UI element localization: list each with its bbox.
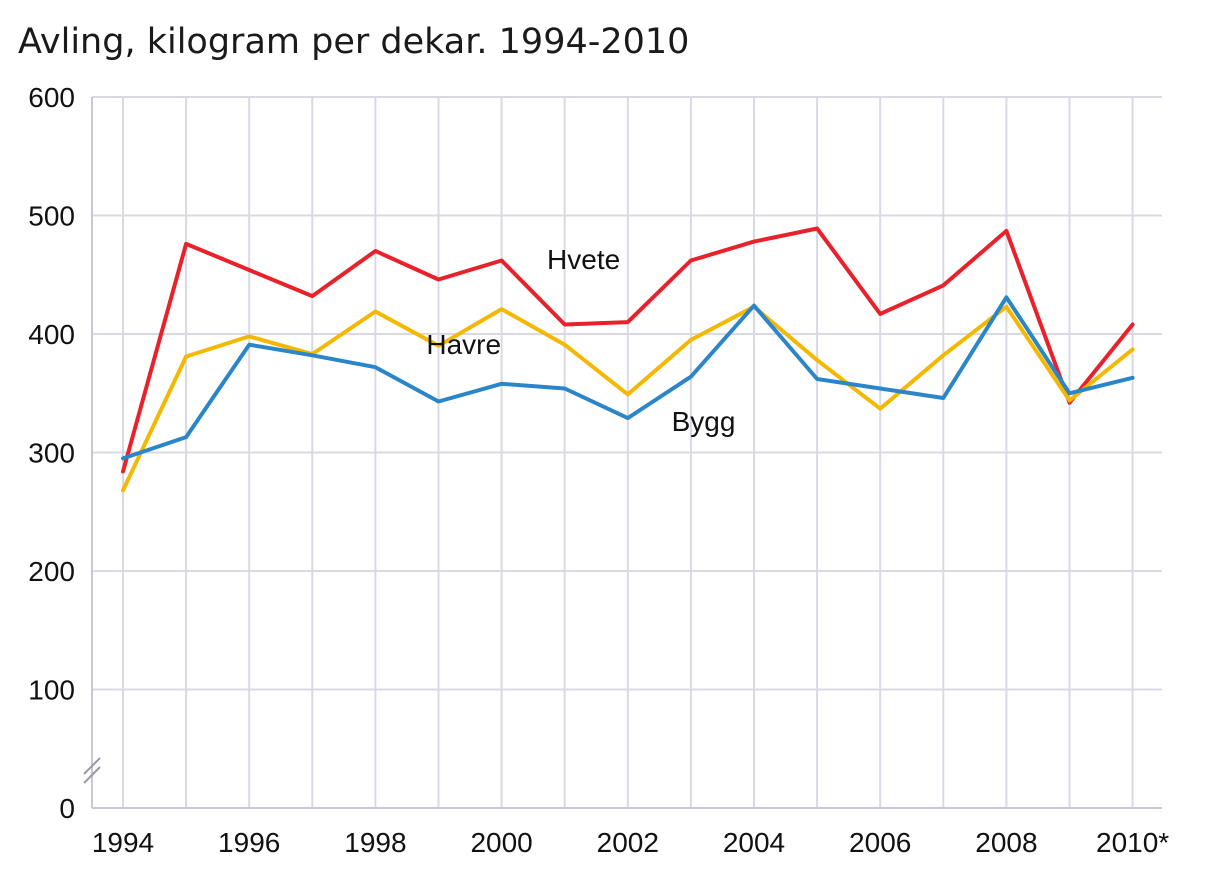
y-tick-label: 500: [28, 201, 75, 232]
x-tick-label: 1994: [92, 827, 154, 858]
series-labels: Hvete Havre Bygg: [426, 244, 735, 437]
series-line-hvete: [121, 226, 1135, 474]
x-axis-tick-labels: 1994 1996 1998 2000 2002 2004 2006 2008 2010*: [92, 827, 1169, 858]
series-lines: [121, 226, 1135, 493]
x-tick-label: 2010*: [1096, 827, 1169, 858]
x-tick-label: 2008: [975, 827, 1037, 858]
x-tick-label: 2006: [849, 827, 911, 858]
series-label-hvete: Hvete: [547, 244, 620, 275]
gridlines: [92, 96, 1162, 808]
y-axis-tick-labels: 0 100 200 300 400 500 600: [28, 82, 75, 824]
y-tick-label: 0: [59, 793, 75, 824]
x-tick-label: 2002: [597, 827, 659, 858]
x-tick-label: 1996: [218, 827, 280, 858]
x-tick-label: 2000: [470, 827, 532, 858]
series-label-bygg: Bygg: [672, 406, 736, 437]
y-tick-label: 100: [28, 675, 75, 706]
series-line-havre: [121, 304, 1135, 493]
series-label-havre: Havre: [426, 329, 501, 360]
y-tick-label: 300: [28, 438, 75, 469]
series-line-bygg: [121, 295, 1135, 461]
x-tick-label: 1998: [344, 827, 406, 858]
axis-break-mark: [83, 766, 101, 784]
axis-break-mark: [83, 757, 101, 775]
y-tick-label: 400: [28, 319, 75, 350]
y-tick-label: 600: [28, 82, 75, 113]
y-tick-label: 200: [28, 556, 75, 587]
axes: [83, 97, 1162, 809]
chart-title: Avling, kilogram per dekar. 1994-2010: [18, 22, 690, 62]
x-tick-label: 2004: [723, 827, 785, 858]
